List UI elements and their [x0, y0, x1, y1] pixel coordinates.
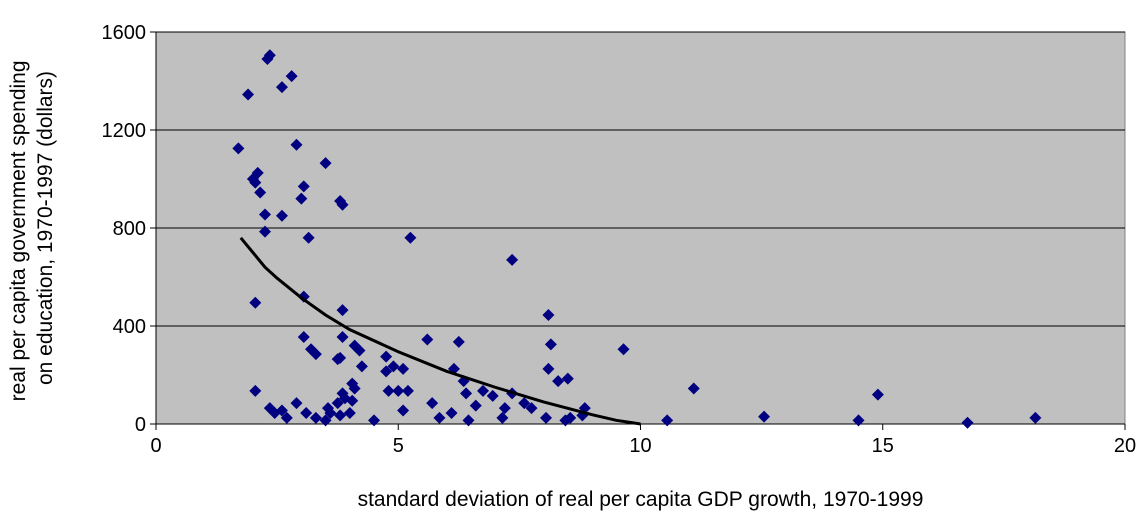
data-point [285, 70, 298, 83]
data-point [249, 176, 262, 189]
x-tick-label: 10 [629, 435, 651, 457]
data-point [348, 382, 361, 395]
data-point [661, 414, 674, 427]
data-point [518, 397, 531, 410]
data-point [336, 198, 349, 211]
data-point [1029, 411, 1042, 424]
x-tick-label: 20 [1114, 435, 1136, 457]
data-point [259, 225, 272, 238]
x-tick-label: 0 [150, 435, 161, 457]
data-point [540, 411, 553, 424]
data-point [871, 388, 884, 401]
data-point [309, 411, 322, 424]
data-point [295, 192, 308, 205]
data-point [259, 208, 272, 221]
data-point [758, 410, 771, 423]
tick-labels: 0 400 800 1200 1600 0 5 10 15 20 [102, 22, 1137, 457]
data-point [331, 397, 344, 410]
data-point [251, 166, 264, 179]
x-tick-label: 15 [872, 435, 894, 457]
y-axis-title: real per capita government spending on e… [7, 55, 57, 402]
data-point [309, 348, 322, 361]
data-point [561, 372, 574, 385]
data-point [297, 331, 310, 344]
data-point [445, 406, 458, 419]
data-point [380, 365, 393, 378]
data-point [319, 157, 332, 170]
data-point [380, 350, 393, 363]
data-point [355, 360, 368, 373]
data-point [462, 414, 475, 427]
data-point [343, 406, 356, 419]
data-point [496, 411, 509, 424]
y-tick-label: 1200 [102, 120, 147, 142]
data-point [280, 411, 293, 424]
data-point [263, 402, 276, 415]
data-point [232, 142, 245, 155]
data-point [290, 138, 303, 151]
data-point [242, 88, 255, 101]
data-point [498, 402, 511, 415]
data-point [687, 382, 700, 395]
data-point [401, 384, 414, 397]
x-tick-label: 5 [393, 435, 404, 457]
data-point [525, 402, 538, 415]
data-point [544, 338, 557, 351]
data-point [290, 397, 303, 410]
data-point [617, 343, 630, 356]
data-point [336, 331, 349, 344]
y-tick-label: 800 [113, 218, 146, 240]
data-point [334, 351, 347, 364]
data-point [353, 344, 366, 357]
data-point [426, 397, 439, 410]
data-point [552, 375, 565, 388]
data-points [232, 49, 1042, 429]
data-point [506, 253, 519, 266]
data-point [336, 304, 349, 317]
data-point [852, 414, 865, 427]
data-point [334, 409, 347, 422]
data-point [486, 389, 499, 402]
data-point [302, 231, 315, 244]
data-point [397, 404, 410, 417]
data-point [297, 180, 310, 193]
data-point [392, 384, 405, 397]
data-point [404, 231, 417, 244]
y-tick-label: 400 [113, 316, 146, 338]
y-tick-label: 0 [135, 414, 146, 436]
data-point [387, 360, 400, 373]
y-axis-title-line-2: on education, 1970-1997 (dollars) [34, 71, 57, 385]
data-point [469, 399, 482, 412]
y-tick-label: 1600 [102, 22, 147, 44]
data-point [321, 402, 334, 415]
data-point [564, 411, 577, 424]
data-point [297, 290, 310, 303]
data-point [249, 296, 262, 309]
gridlines [156, 31, 1125, 327]
data-point [433, 411, 446, 424]
data-point [275, 209, 288, 222]
data-point [452, 335, 465, 348]
data-point [477, 384, 490, 397]
data-point [961, 416, 974, 429]
data-point [263, 49, 276, 62]
data-point [319, 414, 332, 427]
data-point [421, 333, 434, 346]
trendline [239, 236, 641, 426]
x-axis-title: standard deviation of real per capita GD… [358, 488, 924, 511]
data-point [542, 362, 555, 375]
data-point [397, 362, 410, 375]
data-point [249, 384, 262, 397]
data-point [275, 81, 288, 94]
data-point [542, 308, 555, 321]
data-point [338, 392, 351, 405]
data-point [254, 186, 267, 199]
data-point [300, 406, 313, 419]
data-point [382, 384, 395, 397]
data-point [368, 414, 381, 427]
data-point [460, 387, 473, 400]
y-axis-title-line-1: real per capita government spending [7, 60, 30, 401]
